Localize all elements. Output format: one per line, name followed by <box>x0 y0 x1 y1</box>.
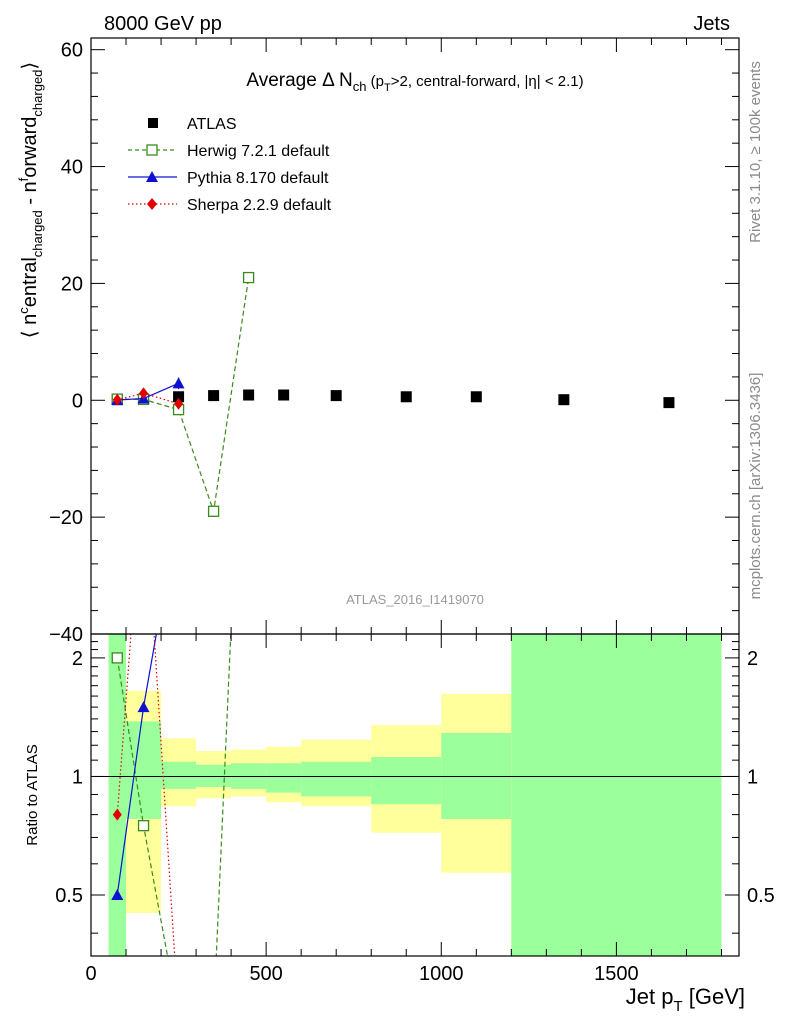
ratio-band-inner-7 <box>371 757 442 805</box>
ratio-tick-label-left-1: 1 <box>72 766 83 788</box>
main-point-series-0-8 <box>470 391 482 403</box>
ratio-band-inner-2 <box>161 761 197 789</box>
ratio-band-inner-1 <box>126 721 162 819</box>
legend-marker-herwig <box>146 144 158 156</box>
y-tick-label--40: −40 <box>49 624 83 646</box>
ratio-band-inner-9 <box>511 634 722 956</box>
ylabel-part-2: entral <box>19 257 41 307</box>
ratio-tick-label-right-0.5: 0.5 <box>747 885 775 907</box>
main-point-series-0-9 <box>558 394 570 406</box>
ratio-point-series-1-0 <box>111 652 123 664</box>
plot-title: Average Δ Nch (pT>2, central-forward, |η… <box>246 70 583 94</box>
y-axis-label-ratio: Ratio to ATLAS <box>24 744 41 845</box>
main-point-series-0-7 <box>400 391 412 403</box>
legend-label-pythia: Pythia 8.170 default <box>187 170 329 187</box>
y-tick-label-0: 0 <box>72 390 83 412</box>
main-point-series-3-1 <box>139 387 149 400</box>
y-tick-label-40: 40 <box>61 157 83 179</box>
title-rest-2: >2, central-forward, |η| < 2.1) <box>391 73 584 90</box>
energy-label: 8000 GeV pp <box>104 13 222 35</box>
main-point-series-0-10 <box>663 397 675 409</box>
title-rest-sub: T <box>384 82 391 94</box>
main-point-series-0-2 <box>173 391 185 403</box>
ratio-band-inner-8 <box>441 732 512 819</box>
axis-ticks: 0 500 1000 1500 −40 −20 0 20 40 60 0.5 0.5 1 1 2 2 <box>49 38 775 985</box>
ratio-curves <box>111 634 232 956</box>
mcplots-label: mcplots.cern.ch [arXiv:1306.3436] <box>747 373 764 600</box>
ylabel-part-5: f <box>16 177 31 181</box>
y-tick-label--20: −20 <box>49 507 83 529</box>
main-point-series-0-6 <box>330 390 342 402</box>
x-tick-label-500: 500 <box>249 963 282 985</box>
ylabel-part-4: - n <box>19 181 41 210</box>
analysis-watermark: ATLAS_2016_I1419070 <box>346 592 484 607</box>
ratio-tick-label-left-0.5: 0.5 <box>55 885 83 907</box>
legend-marker-sherpa <box>147 198 157 210</box>
main-point-series-3-0 <box>112 393 122 406</box>
legend: ATLAS Herwig 7.2.1 default Pythia 8.170 … <box>128 116 332 214</box>
rivet-label: Rivet 3.1.10, ≥ 100k events <box>747 61 764 243</box>
ylabel-part-3: charged <box>30 210 45 257</box>
ylabel-part-0: ⟨ n <box>19 314 41 338</box>
title-sub: ch <box>353 79 367 94</box>
ratio-tick-label-right-1: 1 <box>747 766 758 788</box>
ratio-frame <box>90 633 740 957</box>
legend-marker-pythia <box>146 171 158 182</box>
title-main: Average <box>246 70 316 91</box>
xlabel-text: Jet p <box>626 984 674 1009</box>
y-axis-label-main: ⟨ ncentralcharged - nforwardcharged⟩ <box>16 62 45 338</box>
main-line-series-3 <box>117 392 179 405</box>
legend-label-atlas: ATLAS <box>187 116 237 133</box>
ratio-point-series-3-0 <box>112 808 122 821</box>
ratio-point-series-1-1 <box>137 820 150 832</box>
xlabel-unit: [GeV] <box>683 984 745 1009</box>
title-rest-1: (p <box>366 73 384 90</box>
ratio-tick-label-right-2: 2 <box>747 648 758 670</box>
main-point-series-0-5 <box>278 389 290 401</box>
ratio-band-inner-0 <box>108 634 127 956</box>
ylabel-part-7: charged <box>30 70 45 117</box>
ratio-band-inner-5 <box>266 763 302 793</box>
y-tick-label-60: 60 <box>61 40 83 62</box>
ylabel-part-1: c <box>16 307 31 314</box>
main-point-series-0-4 <box>243 389 255 401</box>
ratio-bands <box>91 634 739 956</box>
main-curves <box>111 271 675 517</box>
legend-label-herwig: Herwig 7.2.1 default <box>187 143 330 160</box>
x-axis-label: Jet pT [GeV] <box>626 984 745 1015</box>
main-point-series-1-3 <box>207 505 220 517</box>
title-delta: Δ N <box>322 70 353 91</box>
y-tick-label-20: 20 <box>61 273 83 295</box>
legend-label-sherpa: Sherpa 2.2.9 default <box>187 197 332 214</box>
x-tick-label-1000: 1000 <box>419 963 464 985</box>
main-point-series-2-2 <box>172 377 185 389</box>
x-tick-label-1500: 1500 <box>594 963 639 985</box>
ratio-point-series-2-0 <box>111 888 124 900</box>
main-point-series-1-4 <box>242 271 255 284</box>
main-point-series-3-2 <box>174 397 184 410</box>
ylabel-part-6: orward <box>19 117 41 178</box>
x-tick-label-0: 0 <box>85 963 96 985</box>
jets-label: Jets <box>693 13 730 35</box>
ratio-point-series-2-1 <box>137 701 150 713</box>
ylabel-part-8: ⟩ <box>19 62 41 70</box>
xlabel-sub: T <box>673 998 682 1015</box>
legend-marker-atlas <box>148 118 158 128</box>
ratio-tick-label-left-2: 2 <box>72 648 83 670</box>
main-point-series-0-3 <box>208 390 220 402</box>
ratio-band-inner-6 <box>301 761 372 797</box>
